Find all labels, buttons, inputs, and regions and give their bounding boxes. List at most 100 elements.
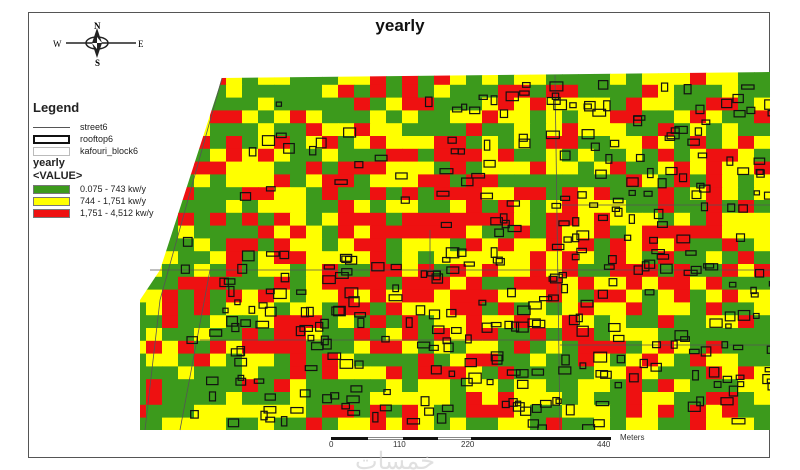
rooftop bbox=[750, 292, 759, 298]
raster-cell bbox=[210, 264, 227, 278]
raster-cell bbox=[450, 328, 467, 342]
rooftop bbox=[603, 100, 611, 112]
raster-cell bbox=[140, 353, 147, 367]
raster-cell bbox=[322, 123, 339, 137]
raster-cell bbox=[626, 340, 643, 355]
raster-cell bbox=[290, 238, 307, 252]
rooftop bbox=[680, 336, 690, 342]
rooftop bbox=[660, 82, 669, 92]
raster-cell bbox=[754, 392, 770, 406]
rooftop bbox=[589, 202, 599, 208]
rooftop bbox=[698, 184, 711, 193]
raster-cell bbox=[578, 84, 595, 99]
raster-cell bbox=[530, 251, 547, 265]
raster-cell bbox=[610, 84, 627, 99]
legend-label: 744 - 1,751 kw/y bbox=[80, 196, 147, 206]
raster-cell bbox=[306, 225, 323, 239]
raster-cell bbox=[674, 110, 691, 124]
raster-cell bbox=[338, 187, 355, 201]
raster-cell bbox=[722, 417, 739, 430]
raster-cell bbox=[450, 392, 467, 406]
raster-cell bbox=[610, 225, 627, 239]
rooftop bbox=[558, 220, 570, 227]
raster-cell bbox=[610, 366, 627, 380]
rooftop bbox=[572, 217, 580, 227]
raster-cell bbox=[594, 366, 611, 380]
raster-cell bbox=[530, 136, 547, 150]
raster-cell bbox=[306, 187, 323, 201]
raster-cell bbox=[610, 289, 627, 303]
rooftop bbox=[753, 157, 766, 165]
raster-cell bbox=[722, 340, 739, 355]
raster-cell bbox=[242, 212, 259, 227]
raster-cell bbox=[194, 264, 211, 278]
raster-cell bbox=[290, 366, 307, 380]
raster-cell bbox=[530, 289, 547, 303]
raster-cell bbox=[354, 225, 371, 239]
rooftop bbox=[439, 168, 454, 175]
raster-cell bbox=[402, 110, 419, 124]
raster-cell bbox=[210, 392, 227, 406]
raster-cell bbox=[178, 251, 195, 265]
raster-cell bbox=[754, 200, 770, 214]
raster-cell bbox=[322, 315, 339, 329]
raster-cell bbox=[658, 225, 675, 239]
rooftop bbox=[511, 321, 520, 332]
raster-cell bbox=[242, 328, 259, 342]
raster-cell bbox=[370, 353, 387, 367]
raster-cell bbox=[210, 417, 227, 430]
raster-cell bbox=[322, 328, 339, 342]
rooftop bbox=[436, 413, 447, 424]
raster-cell bbox=[370, 392, 387, 406]
raster-cell bbox=[594, 238, 611, 252]
raster-cell bbox=[274, 392, 291, 406]
rooftop bbox=[395, 172, 408, 180]
raster-cell bbox=[610, 417, 627, 430]
raster-cell bbox=[242, 110, 259, 124]
raster-cell bbox=[690, 72, 707, 86]
raster-cell bbox=[194, 392, 211, 406]
rooftop bbox=[322, 275, 336, 285]
rooftop bbox=[339, 358, 354, 369]
raster-cell bbox=[706, 392, 723, 406]
raster-cell bbox=[162, 417, 179, 430]
rooftop bbox=[614, 207, 623, 217]
raster-cell bbox=[322, 84, 339, 99]
raster-cell bbox=[450, 212, 467, 227]
raster-cell bbox=[386, 212, 403, 227]
rooftop bbox=[322, 338, 332, 350]
rooftop bbox=[635, 153, 645, 162]
rooftop bbox=[512, 402, 525, 412]
raster-cell bbox=[658, 302, 675, 316]
raster-cell bbox=[146, 417, 163, 430]
rooftop bbox=[733, 109, 746, 118]
raster-cell bbox=[210, 238, 227, 252]
raster-cell bbox=[482, 200, 499, 214]
rooftop bbox=[568, 314, 580, 326]
raster-cell bbox=[418, 97, 435, 111]
raster-cell bbox=[642, 340, 659, 355]
raster-cell bbox=[386, 97, 403, 111]
raster-cell bbox=[530, 264, 547, 278]
raster-cell bbox=[594, 340, 611, 355]
raster-cell bbox=[562, 110, 579, 124]
raster-cell bbox=[354, 238, 371, 252]
rooftop bbox=[299, 324, 314, 332]
rooftop bbox=[676, 234, 691, 244]
rooftop bbox=[609, 139, 620, 148]
rooftop bbox=[683, 84, 692, 95]
raster-cell bbox=[370, 161, 387, 175]
raster-cell bbox=[722, 225, 739, 239]
raster-cell bbox=[242, 97, 259, 111]
raster-cell bbox=[658, 148, 675, 163]
raster-cell bbox=[162, 276, 179, 291]
raster-cell bbox=[434, 353, 451, 367]
raster-cell bbox=[386, 264, 403, 278]
rooftop bbox=[341, 402, 351, 410]
raster-cell bbox=[418, 148, 435, 163]
raster-cell bbox=[674, 264, 691, 278]
raster-cell bbox=[306, 289, 323, 303]
raster-cell bbox=[290, 174, 307, 188]
raster-cell bbox=[370, 123, 387, 137]
